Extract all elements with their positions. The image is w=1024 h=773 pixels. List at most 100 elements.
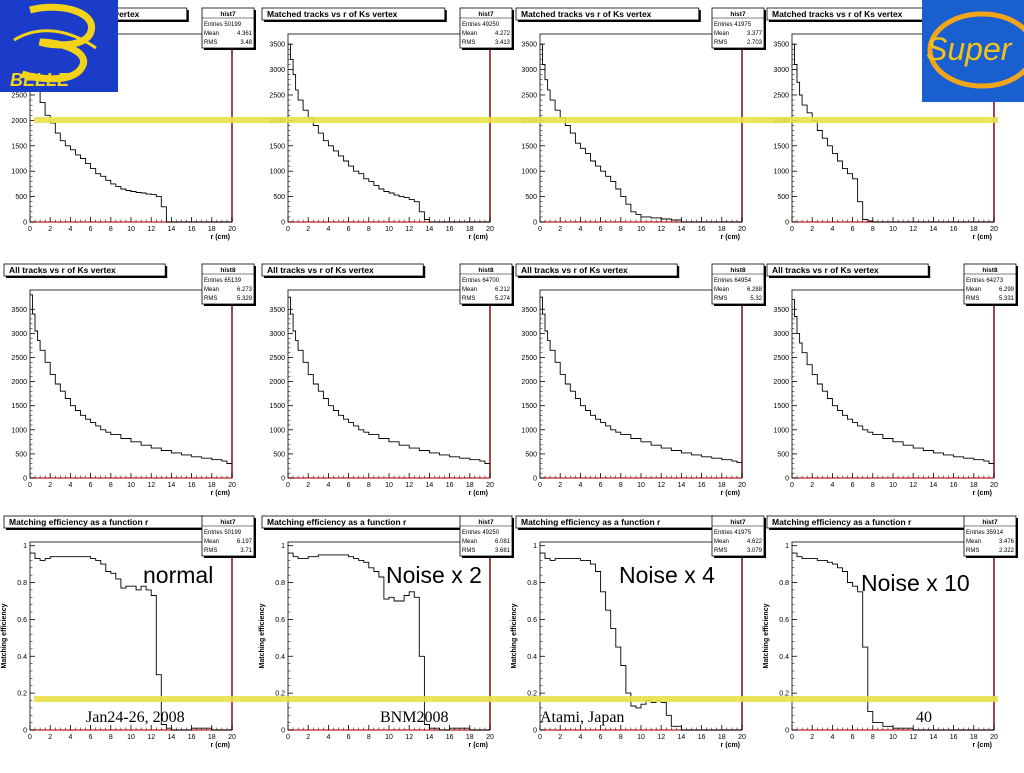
stats-label: RMS: [204, 40, 217, 46]
x-tick-label: 6: [347, 226, 351, 233]
x-tick-label: 12: [147, 482, 155, 489]
x-tick-label: 4: [326, 226, 330, 233]
chart-title: All tracks vs r of Ks vertex: [267, 265, 374, 275]
x-tick-label: 6: [599, 226, 603, 233]
y-tick-label: 2500: [521, 355, 537, 362]
x-axis-label: r (cm): [973, 742, 992, 749]
histogram-series: [288, 43, 490, 223]
histogram-series: [30, 552, 232, 731]
super-logo-text: Super: [926, 31, 1013, 67]
x-tick-label: 4: [68, 226, 72, 233]
x-tick-label: 16: [446, 734, 454, 741]
label-noise-x4: Noise x 4: [619, 562, 715, 588]
stats-value: 5.32: [750, 296, 762, 302]
x-tick-label: 2: [810, 226, 814, 233]
stats-label: RMS: [204, 296, 217, 302]
x-tick-label: 16: [950, 734, 958, 741]
x-axis-label: r (cm): [973, 234, 992, 241]
x-tick-label: 10: [385, 734, 393, 741]
title-box: [515, 7, 700, 21]
y-tick-label: 500: [777, 194, 789, 201]
stats-value: 6.197: [237, 539, 253, 545]
plot-frame: [287, 289, 491, 479]
y-tick-label: 0.8: [527, 580, 537, 587]
x-tick-label: 8: [871, 482, 875, 489]
chart-title: All tracks vs r of Ks vertex: [9, 265, 116, 275]
stats-label: Mean: [204, 31, 219, 37]
y-tick-label: 2000: [773, 379, 789, 386]
y-tick-label: 1500: [11, 143, 27, 150]
stats-label: RMS: [966, 296, 979, 302]
y-tick-label: 3000: [773, 67, 789, 74]
y-tick-label: 0: [23, 220, 27, 227]
stats-box: [201, 263, 255, 305]
x-tick-label: 14: [930, 734, 938, 741]
y-tick-label: 1500: [521, 143, 537, 150]
stats-entries: Entries 64954: [714, 278, 752, 284]
y-tick-label: 1000: [11, 169, 27, 176]
stats-box: [201, 7, 255, 49]
x-tick-label: 18: [466, 226, 474, 233]
stats-entries: Entries 65139: [204, 278, 242, 284]
x-axis-label: r (cm): [469, 742, 488, 749]
y-tick-label: 3500: [521, 42, 537, 49]
x-tick-label: 10: [889, 734, 897, 741]
y-tick-label: 3500: [269, 307, 285, 314]
title-box: [515, 263, 678, 277]
stats-value: 6.273: [237, 287, 253, 293]
y-tick-label: 2000: [11, 118, 27, 125]
y-tick-label: 0: [281, 728, 285, 735]
x-tick-label: 6: [851, 734, 855, 741]
chart-panel-6: 0 500 1000 1500 2000 2500 3000 3500 0 2 4 6 8 10 12 14 1…: [515, 263, 766, 497]
y-tick-label: 1500: [773, 143, 789, 150]
stats-hist-name: hist7: [730, 519, 746, 526]
title-box: [3, 263, 166, 277]
y-tick-label: 0.2: [275, 691, 285, 698]
stats-value: 5.329: [237, 296, 253, 302]
y-tick-label: 1: [785, 543, 789, 550]
stats-entries: Entries 41975: [714, 530, 752, 536]
y-tick-label: 0: [23, 476, 27, 483]
x-tick-label: 10: [637, 734, 645, 741]
y-tick-label: 1: [281, 543, 285, 550]
stats-value: 4.361: [237, 31, 253, 37]
y-axis-label: Matching efficiency: [1, 603, 8, 668]
y-tick-label: 3000: [773, 331, 789, 338]
x-tick-label: 16: [950, 226, 958, 233]
y-tick-label: 500: [525, 194, 537, 201]
x-tick-label: 12: [909, 734, 917, 741]
x-tick-label: 12: [657, 482, 665, 489]
footer-location: Atami, Japan: [540, 709, 625, 726]
y-tick-label: 2500: [521, 92, 537, 99]
x-axis-label: r (cm): [469, 490, 488, 497]
x-tick-label: 20: [990, 482, 998, 489]
y-tick-label: 2500: [773, 355, 789, 362]
y-tick-label: 500: [777, 451, 789, 458]
x-tick-label: 8: [871, 226, 875, 233]
y-tick-label: 2000: [11, 379, 27, 386]
x-tick-label: 0: [286, 482, 290, 489]
x-tick-label: 16: [446, 226, 454, 233]
x-tick-label: 16: [698, 482, 706, 489]
x-tick-label: 14: [930, 482, 938, 489]
y-tick-label: 1500: [269, 403, 285, 410]
y-tick-label: 2000: [269, 379, 285, 386]
y-tick-label: 0: [785, 476, 789, 483]
stats-label: Mean: [462, 539, 477, 545]
x-tick-label: 4: [830, 482, 834, 489]
x-tick-label: 18: [208, 226, 216, 233]
y-tick-label: 0: [785, 220, 789, 227]
x-tick-label: 18: [718, 226, 726, 233]
x-axis-label: r (cm): [721, 490, 740, 497]
x-tick-label: 2: [306, 482, 310, 489]
chart-title: All tracks vs r of Ks vertex: [521, 265, 628, 275]
y-tick-label: 1000: [773, 169, 789, 176]
x-tick-label: 14: [168, 482, 176, 489]
x-tick-label: 4: [326, 482, 330, 489]
y-tick-label: 1000: [773, 427, 789, 434]
histogram-series: [792, 552, 994, 731]
y-tick-label: 2500: [269, 92, 285, 99]
y-tick-label: 3000: [269, 67, 285, 74]
x-tick-label: 14: [168, 226, 176, 233]
x-tick-label: 20: [738, 226, 746, 233]
